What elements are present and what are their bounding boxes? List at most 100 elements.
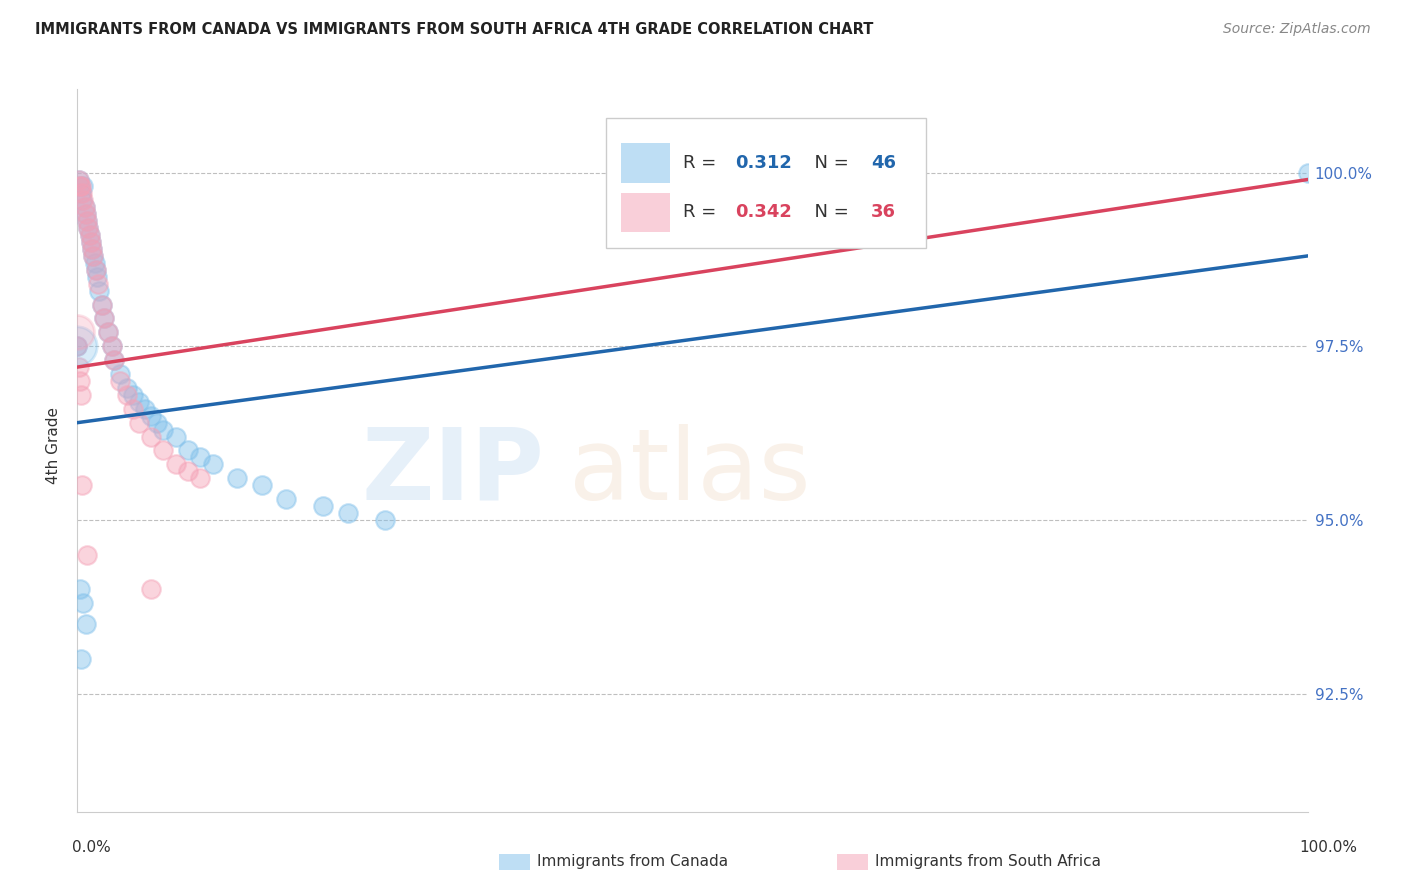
Point xyxy=(101,339,124,353)
Point xyxy=(66,339,89,353)
Point xyxy=(80,235,103,249)
Point xyxy=(93,311,115,326)
Text: Source: ZipAtlas.com: Source: ZipAtlas.com xyxy=(1223,22,1371,37)
Point xyxy=(70,186,93,201)
Point xyxy=(121,388,143,402)
Point xyxy=(70,179,93,194)
Text: Immigrants from Canada: Immigrants from Canada xyxy=(537,855,728,869)
Point xyxy=(226,471,249,485)
Point xyxy=(72,179,94,194)
Text: N =: N = xyxy=(803,154,855,172)
Point xyxy=(77,221,100,235)
Point xyxy=(250,478,273,492)
Point xyxy=(73,200,96,214)
Text: 0.312: 0.312 xyxy=(735,154,793,172)
Text: R =: R = xyxy=(683,203,721,221)
Point xyxy=(141,429,163,443)
Point xyxy=(146,416,169,430)
Point xyxy=(82,249,104,263)
Text: N =: N = xyxy=(803,203,855,221)
Point xyxy=(165,458,187,472)
Point xyxy=(69,179,91,194)
Point xyxy=(121,401,143,416)
Text: 4th Grade: 4th Grade xyxy=(46,408,60,484)
Point xyxy=(188,471,212,485)
Point xyxy=(93,311,115,326)
Point xyxy=(79,228,101,243)
Point xyxy=(152,423,174,437)
Point xyxy=(70,652,93,666)
Text: Immigrants from South Africa: Immigrants from South Africa xyxy=(875,855,1101,869)
Point xyxy=(82,242,104,256)
Point xyxy=(67,360,90,375)
Point xyxy=(141,582,163,597)
Point xyxy=(69,374,91,388)
Text: atlas: atlas xyxy=(569,424,811,521)
Point xyxy=(76,214,98,228)
Point xyxy=(73,200,96,214)
Point xyxy=(75,207,97,221)
Point xyxy=(188,450,212,465)
Point xyxy=(201,458,224,472)
FancyBboxPatch shape xyxy=(621,144,671,183)
Point xyxy=(177,464,200,478)
Point xyxy=(83,256,105,270)
Point xyxy=(128,394,150,409)
Point xyxy=(86,269,108,284)
Point xyxy=(77,221,100,235)
Point xyxy=(1296,165,1319,179)
Point xyxy=(70,186,93,201)
Point xyxy=(337,506,360,520)
Text: IMMIGRANTS FROM CANADA VS IMMIGRANTS FROM SOUTH AFRICA 4TH GRADE CORRELATION CHA: IMMIGRANTS FROM CANADA VS IMMIGRANTS FRO… xyxy=(35,22,873,37)
Point xyxy=(82,249,104,263)
Point xyxy=(84,263,107,277)
FancyBboxPatch shape xyxy=(621,193,671,232)
Point xyxy=(66,326,89,340)
Point xyxy=(66,339,89,353)
Point xyxy=(75,617,97,632)
Point xyxy=(70,388,93,402)
Point xyxy=(72,596,94,610)
Point xyxy=(134,401,156,416)
Point xyxy=(177,443,200,458)
Text: 0.342: 0.342 xyxy=(735,203,793,221)
Point xyxy=(90,297,114,311)
Point xyxy=(110,367,132,381)
Point xyxy=(80,235,103,249)
Text: 100.0%: 100.0% xyxy=(1299,840,1358,855)
Point xyxy=(76,548,98,562)
Point xyxy=(97,326,120,340)
FancyBboxPatch shape xyxy=(606,118,927,248)
Point xyxy=(97,326,120,340)
Point xyxy=(152,443,174,458)
Point xyxy=(165,429,187,443)
Point xyxy=(70,194,93,208)
Text: 36: 36 xyxy=(870,203,896,221)
Text: 0.0%: 0.0% xyxy=(72,840,111,855)
Point xyxy=(101,339,124,353)
Point xyxy=(69,179,91,194)
Point xyxy=(76,214,98,228)
Point xyxy=(79,228,101,243)
Point xyxy=(67,172,90,186)
Point xyxy=(75,207,97,221)
Point xyxy=(84,263,107,277)
Point xyxy=(374,513,396,527)
Point xyxy=(70,478,93,492)
Point xyxy=(276,492,298,507)
Text: ZIP: ZIP xyxy=(361,424,546,521)
Point xyxy=(67,172,90,186)
Text: R =: R = xyxy=(683,154,721,172)
Point xyxy=(141,409,163,423)
Point xyxy=(72,194,94,208)
Point xyxy=(103,353,125,368)
Point xyxy=(110,374,132,388)
Point xyxy=(66,339,89,353)
Point xyxy=(103,353,125,368)
Point xyxy=(90,297,114,311)
Point xyxy=(87,277,110,291)
Point xyxy=(128,416,150,430)
Point xyxy=(82,242,104,256)
Point xyxy=(69,582,91,597)
Text: 46: 46 xyxy=(870,154,896,172)
